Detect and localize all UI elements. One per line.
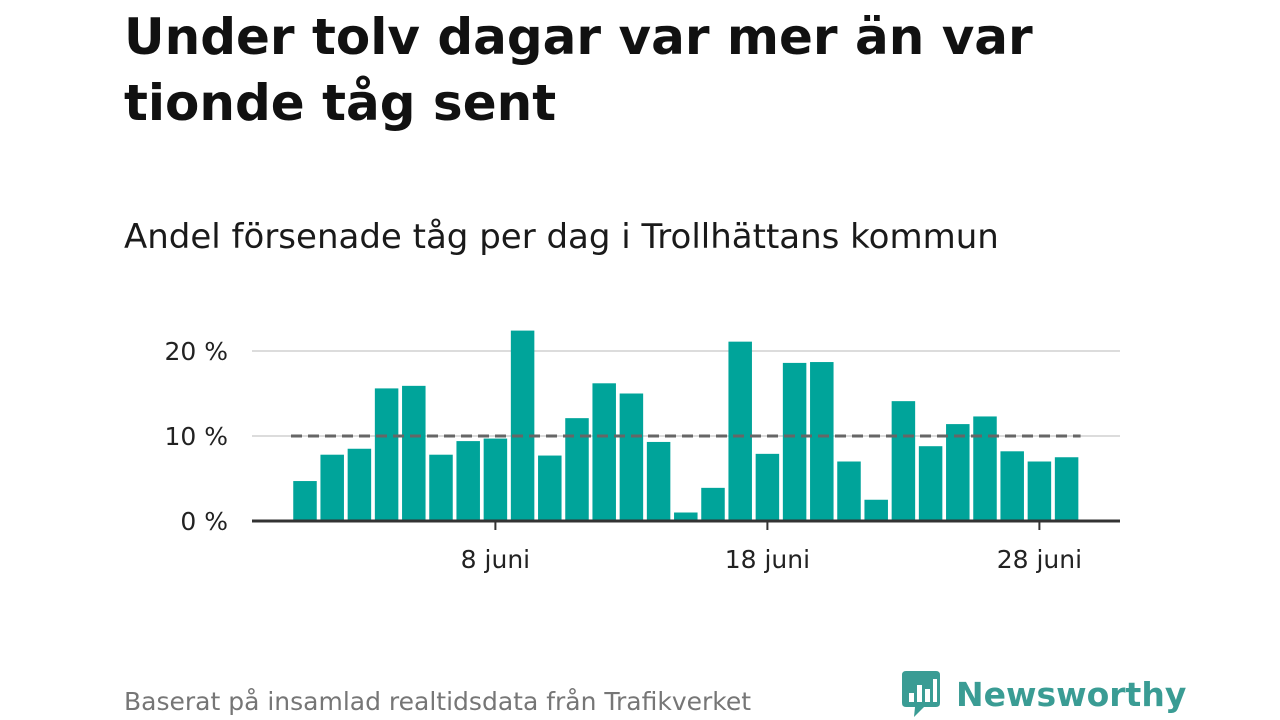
bars [293, 330, 1079, 521]
bar [619, 393, 644, 521]
bar [347, 448, 372, 521]
chart-subtitle: Andel försenade tåg per dag i Trollhätta… [124, 217, 999, 257]
y-tick-label: 20 % [164, 337, 228, 366]
bar [755, 453, 780, 521]
bar [1000, 451, 1024, 521]
bar [402, 385, 426, 521]
bar-chart: 0 % 10 % 20 % 8 juni 18 juni 28 juni [164, 330, 1120, 574]
bar [810, 362, 834, 521]
newsworthy-logo-icon [902, 671, 940, 717]
bar [973, 416, 997, 521]
brand-name: Newsworthy [956, 674, 1187, 714]
y-axis-ticks: 0 % 10 % 20 % [164, 337, 228, 536]
bar [728, 341, 752, 521]
bar [946, 424, 970, 521]
bar [891, 401, 916, 521]
bar [646, 441, 671, 521]
bar [1054, 457, 1079, 521]
x-tick-label: 8 juni [461, 545, 530, 574]
bar [320, 454, 344, 521]
bar [565, 418, 589, 521]
brand-logo: Newsworthy [900, 668, 1186, 720]
source-note: Baserat på insamlad realtidsdata från Tr… [124, 687, 752, 716]
bar [456, 441, 480, 521]
bar [538, 455, 562, 521]
x-axis: 8 juni 18 juni 28 juni [252, 519, 1120, 574]
bar [374, 388, 399, 521]
bar [510, 330, 535, 521]
y-tick-label: 0 % [180, 507, 228, 536]
bar [674, 512, 698, 521]
bar [293, 481, 317, 521]
bar [701, 487, 725, 521]
bar [837, 461, 861, 521]
x-tick-label: 28 juni [997, 545, 1082, 574]
bar [782, 362, 807, 521]
y-tick-label: 10 % [164, 422, 228, 451]
x-tick-label: 18 juni [725, 545, 810, 574]
chart-title: Under tolv dagar var mer än var tionde t… [124, 8, 1033, 132]
bar [864, 499, 888, 521]
bar [1027, 461, 1052, 521]
bar [918, 446, 943, 521]
bar [429, 454, 453, 521]
bar [592, 383, 616, 521]
bar [483, 438, 508, 521]
